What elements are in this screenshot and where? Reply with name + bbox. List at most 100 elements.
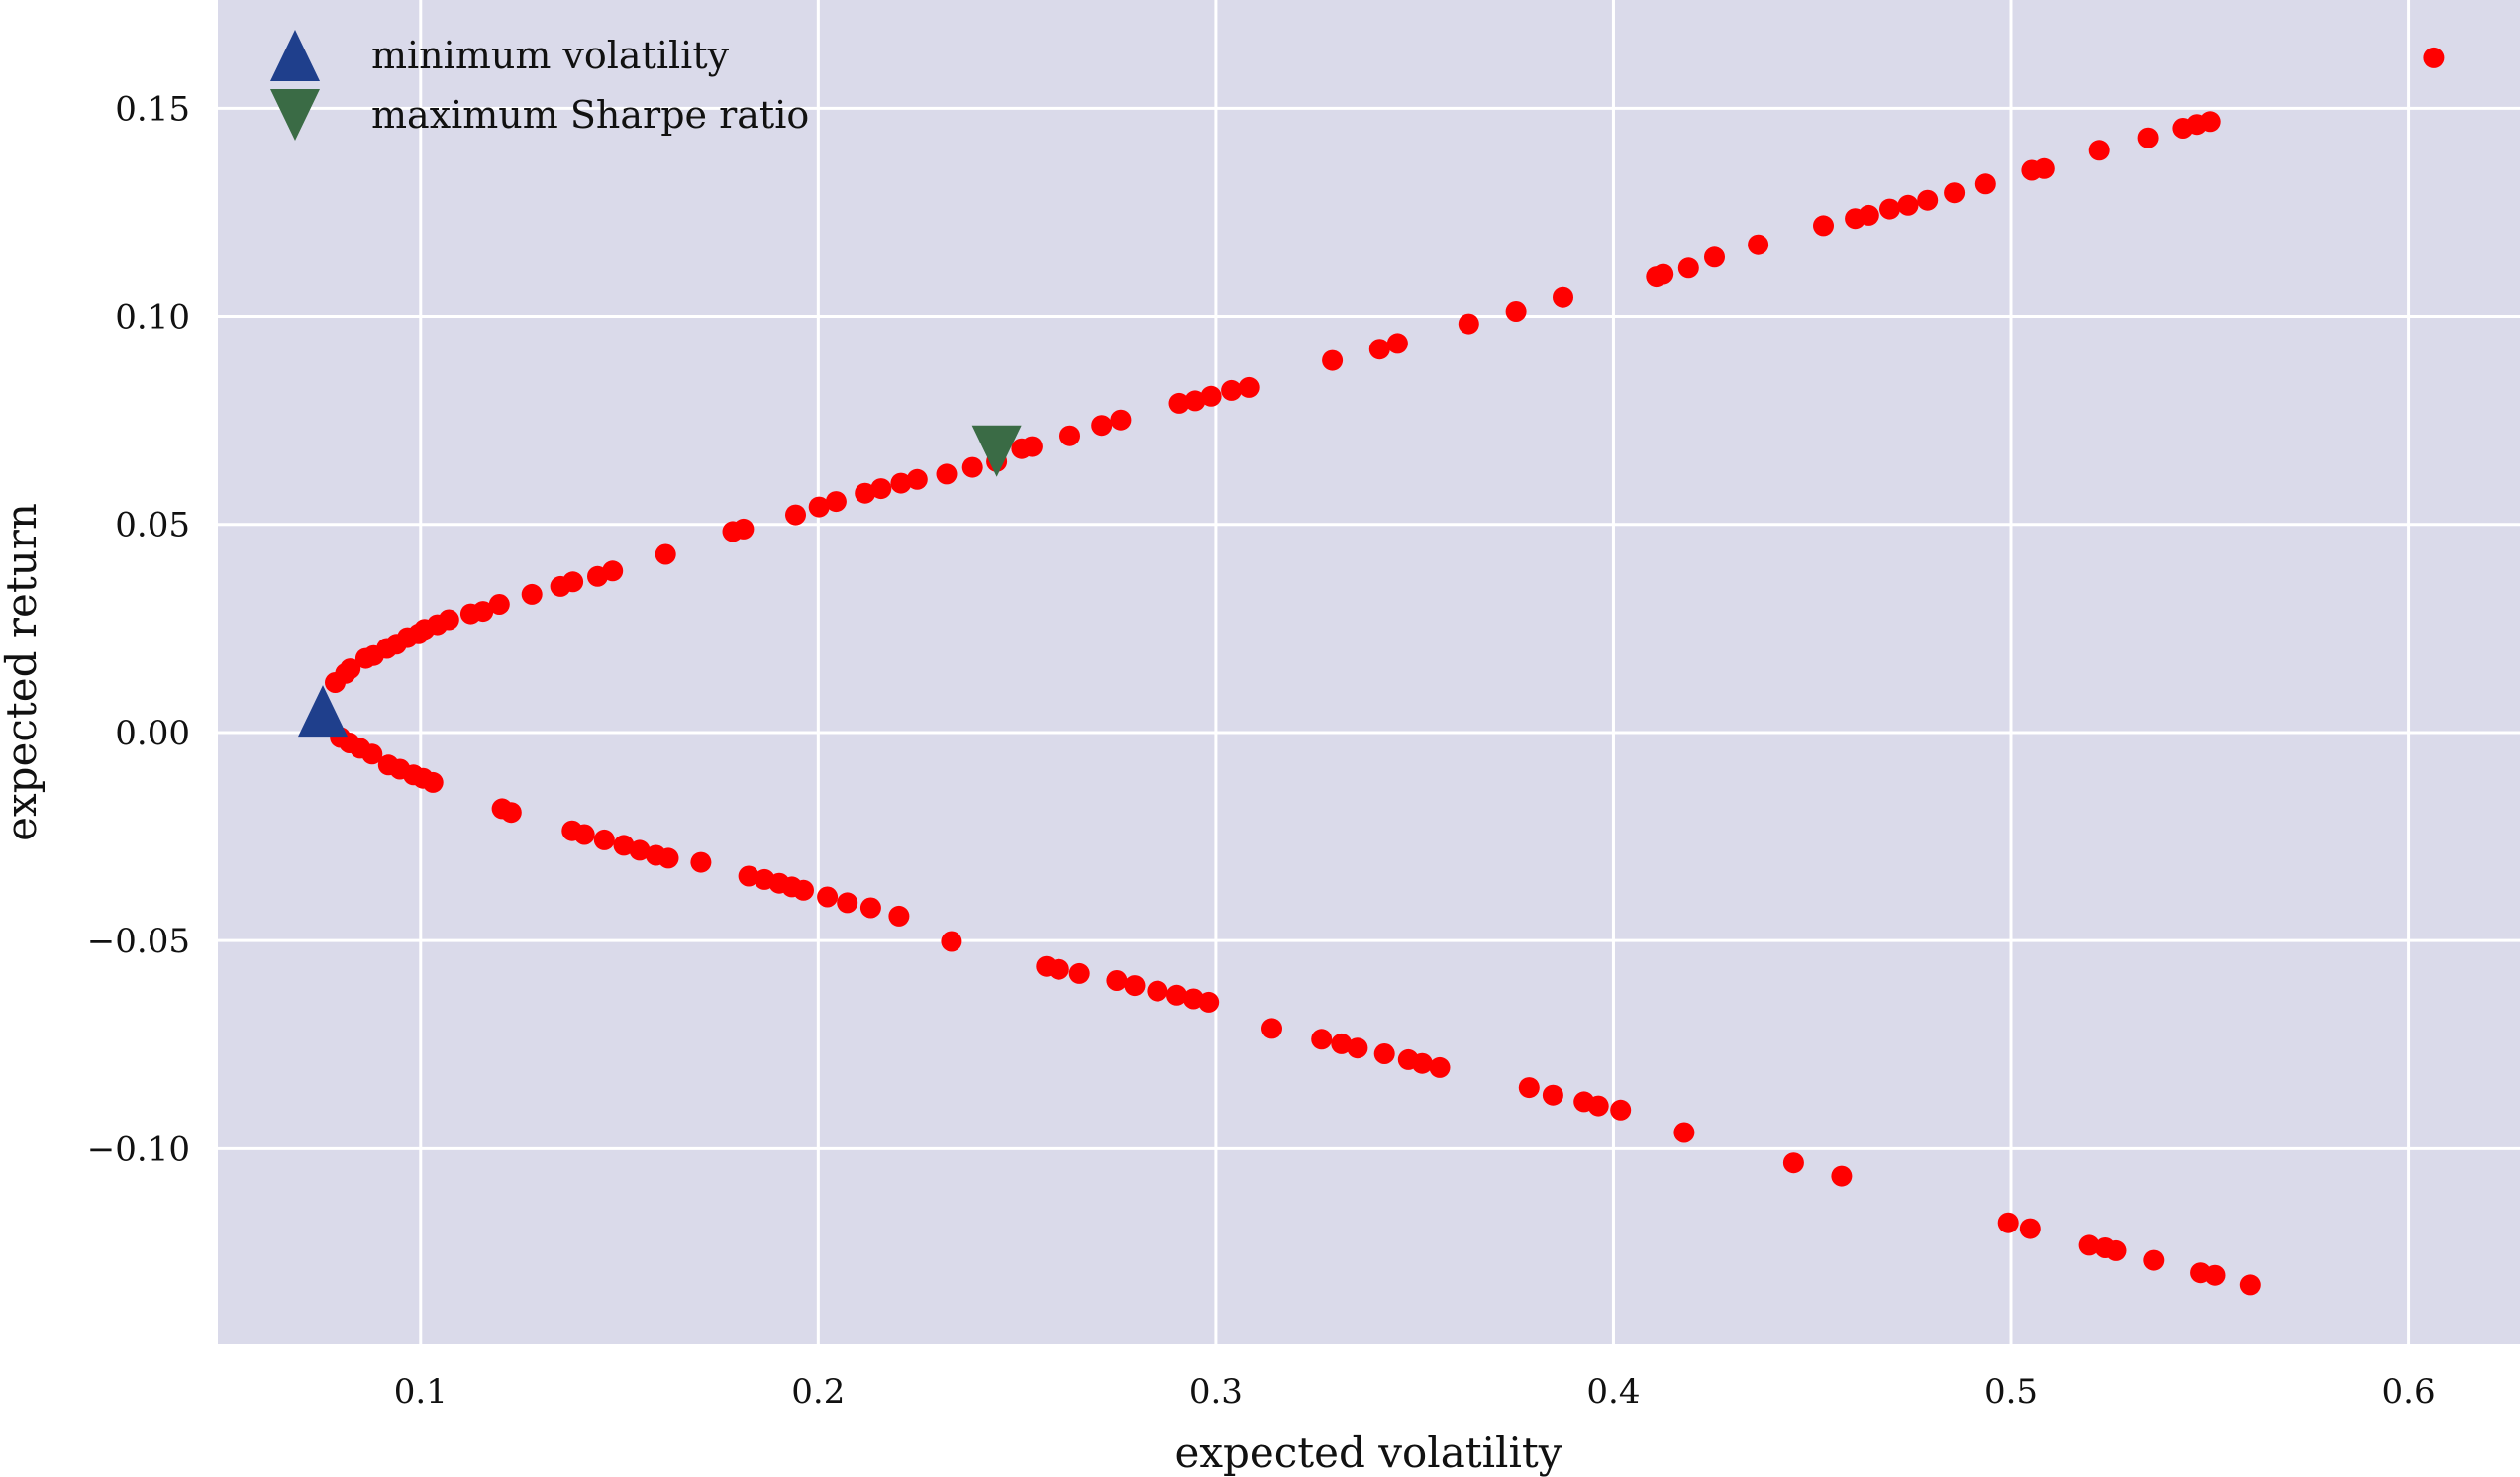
- portfolio-point: [472, 601, 494, 623]
- x-tick-label: 0.6: [2382, 1372, 2436, 1412]
- portfolio-point: [500, 802, 522, 824]
- portfolio-point: [1858, 204, 1879, 226]
- plot-area-background: [218, 0, 2520, 1344]
- portfolio-point: [1368, 339, 1390, 360]
- portfolio-point: [1347, 1037, 1368, 1059]
- portfolio-point: [1653, 263, 1674, 285]
- max-sharpe-marker: [971, 425, 1022, 477]
- portfolio-point: [488, 594, 510, 615]
- portfolio-point: [1505, 301, 1527, 322]
- x-tick-label: 0.1: [394, 1372, 448, 1412]
- portfolio-point: [890, 472, 912, 494]
- min-volatility-marker: [298, 685, 349, 738]
- portfolio-point: [1331, 1033, 1353, 1054]
- portfolio-point: [1944, 182, 1966, 204]
- portfolio-point: [837, 892, 858, 914]
- portfolio-point: [2137, 127, 2159, 148]
- portfolio-point: [1221, 379, 1243, 401]
- y-tick-label: 0.00: [115, 714, 190, 753]
- x-tick-label: 0.4: [1586, 1372, 1640, 1412]
- portfolio-point: [521, 583, 543, 605]
- legend-marker-min-volatility: [270, 30, 320, 81]
- portfolio-point: [1704, 246, 1725, 268]
- portfolio-point: [941, 931, 962, 952]
- special-markers: [298, 425, 1022, 738]
- portfolio-point: [655, 543, 676, 565]
- y-tick-label: 0.10: [115, 298, 190, 338]
- portfolio-point: [573, 824, 595, 845]
- portfolio-point: [1166, 984, 1187, 1006]
- portfolio-point: [593, 829, 615, 850]
- portfolio-point: [2105, 1239, 2127, 1261]
- portfolio-point: [1897, 194, 1919, 216]
- portfolio-point: [2239, 1274, 2261, 1296]
- portfolio-point: [2088, 140, 2110, 161]
- portfolio-point: [2204, 1264, 2226, 1286]
- portfolio-point: [1048, 958, 1069, 980]
- portfolio-point: [629, 839, 651, 861]
- portfolio-point: [808, 496, 830, 518]
- legend: minimum volatility maximum Sharpe ratio: [270, 30, 809, 141]
- portfolio-point: [613, 835, 635, 856]
- portfolio-point: [1068, 962, 1090, 984]
- portfolio-point: [859, 897, 881, 919]
- portfolio-point: [1322, 349, 1344, 371]
- portfolio-point: [1198, 991, 1220, 1013]
- portfolio-point: [2033, 157, 2055, 179]
- scatter-points: [325, 47, 2445, 1296]
- grid: [218, 0, 2520, 1344]
- x-tick-label: 0.2: [791, 1372, 845, 1412]
- portfolio-point: [422, 771, 444, 793]
- portfolio-point: [738, 865, 759, 887]
- portfolio-point: [1200, 385, 1222, 407]
- portfolio-point: [2078, 1234, 2100, 1256]
- portfolio-point: [1813, 215, 1834, 237]
- portfolio-point: [1261, 1018, 1282, 1039]
- y-tick-label: 0.15: [115, 89, 190, 129]
- portfolio-point: [1677, 257, 1699, 279]
- portfolio-point: [562, 571, 584, 593]
- portfolio-point: [785, 504, 806, 526]
- portfolio-point: [2019, 1218, 2041, 1239]
- portfolio-point: [1587, 1095, 1609, 1117]
- portfolio-point: [825, 491, 847, 513]
- x-tick-label: 0.3: [1189, 1372, 1243, 1412]
- portfolio-point: [1917, 189, 1939, 211]
- portfolio-point: [1411, 1052, 1433, 1074]
- portfolio-point: [1373, 1043, 1395, 1064]
- y-tick-label: 0.05: [115, 506, 190, 545]
- legend-label: maximum Sharpe ratio: [371, 93, 809, 137]
- portfolio-point: [1542, 1084, 1563, 1106]
- portfolio-point: [1147, 980, 1168, 1002]
- portfolio-point: [1124, 975, 1146, 997]
- portfolio-point: [961, 456, 983, 478]
- portfolio-point: [1748, 234, 1769, 255]
- portfolio-point: [1311, 1029, 1333, 1050]
- portfolio-point: [1110, 409, 1132, 431]
- portfolio-point: [2423, 47, 2445, 68]
- y-tick-labels: −0.10 −0.05 0.00 0.05 0.10 0.15: [87, 89, 190, 1169]
- portfolio-point: [657, 847, 679, 869]
- portfolio-point: [1518, 1077, 1540, 1099]
- portfolio-point: [1974, 173, 1996, 195]
- portfolio-point: [602, 560, 624, 582]
- portfolio-point: [817, 886, 839, 908]
- portfolio-point: [2199, 111, 2221, 133]
- portfolio-point: [906, 468, 928, 490]
- portfolio-point: [1168, 392, 1190, 414]
- portfolio-point: [1831, 1165, 1853, 1187]
- portfolio-point: [888, 905, 910, 927]
- x-axis-label: expected volatility: [1174, 1428, 1562, 1477]
- portfolio-point: [1879, 198, 1900, 220]
- portfolio-point: [438, 609, 459, 631]
- portfolio-point: [690, 851, 712, 873]
- portfolio-point: [1673, 1122, 1695, 1143]
- legend-marker-max-sharpe: [270, 89, 320, 141]
- portfolio-point: [1997, 1212, 2019, 1233]
- portfolio-point: [1610, 1099, 1632, 1121]
- portfolio-point: [1429, 1056, 1451, 1078]
- portfolio-point: [1184, 390, 1206, 412]
- y-tick-label: −0.05: [87, 922, 190, 961]
- portfolio-point: [2143, 1249, 2165, 1271]
- portfolio-point: [1106, 970, 1128, 991]
